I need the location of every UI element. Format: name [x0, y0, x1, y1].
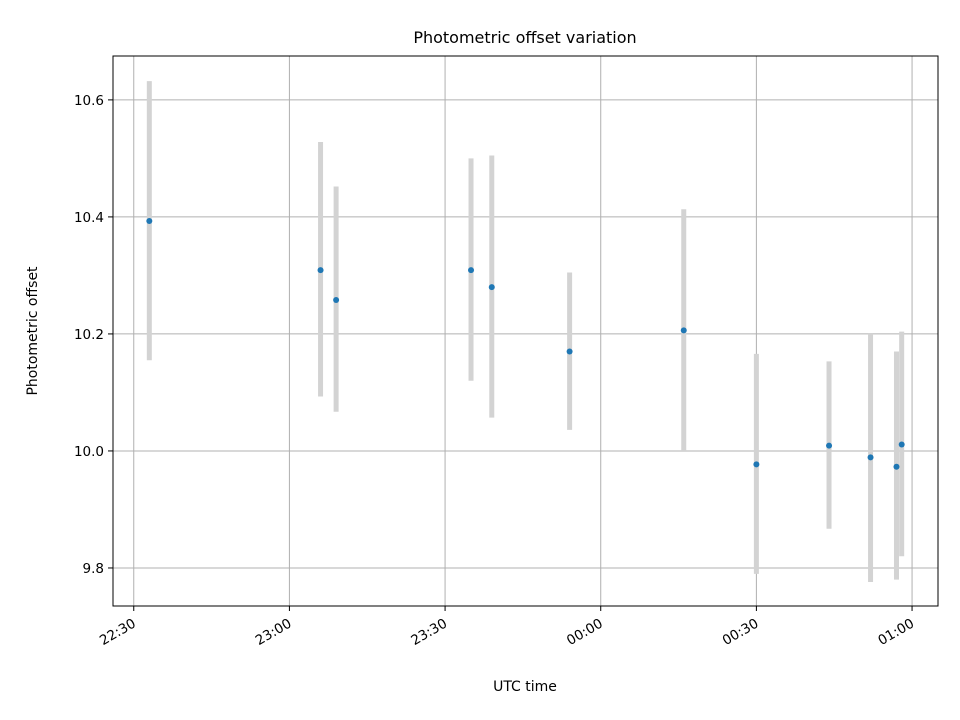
chart-title: Photometric offset variation: [413, 28, 636, 47]
plot-frame: [112, 55, 939, 607]
y-tick-label: 10.4: [74, 210, 104, 226]
data-point: [867, 454, 874, 461]
y-tick-label: 10.0: [74, 444, 104, 460]
data-point: [826, 442, 833, 449]
data-point: [468, 267, 475, 274]
data-point: [893, 463, 900, 470]
data-points: [146, 218, 905, 470]
y-axis-ticks: 9.8 10.0 10.2 10.4 10.6: [74, 93, 113, 577]
y-tick-label: 10.2: [74, 327, 104, 343]
y-tick-label: 9.8: [83, 561, 104, 577]
data-point: [317, 267, 324, 274]
data-point: [680, 327, 687, 334]
x-axis-label: UTC time: [493, 679, 557, 695]
y-axis-label: Photometric offset: [25, 266, 41, 396]
y-tick-label: 10.6: [74, 93, 104, 109]
data-point: [753, 461, 760, 468]
data-point: [488, 284, 495, 291]
grid: [113, 56, 938, 606]
data-point: [898, 441, 905, 448]
data-point: [146, 218, 153, 224]
data-point: [566, 348, 573, 355]
data-point: [333, 296, 340, 303]
